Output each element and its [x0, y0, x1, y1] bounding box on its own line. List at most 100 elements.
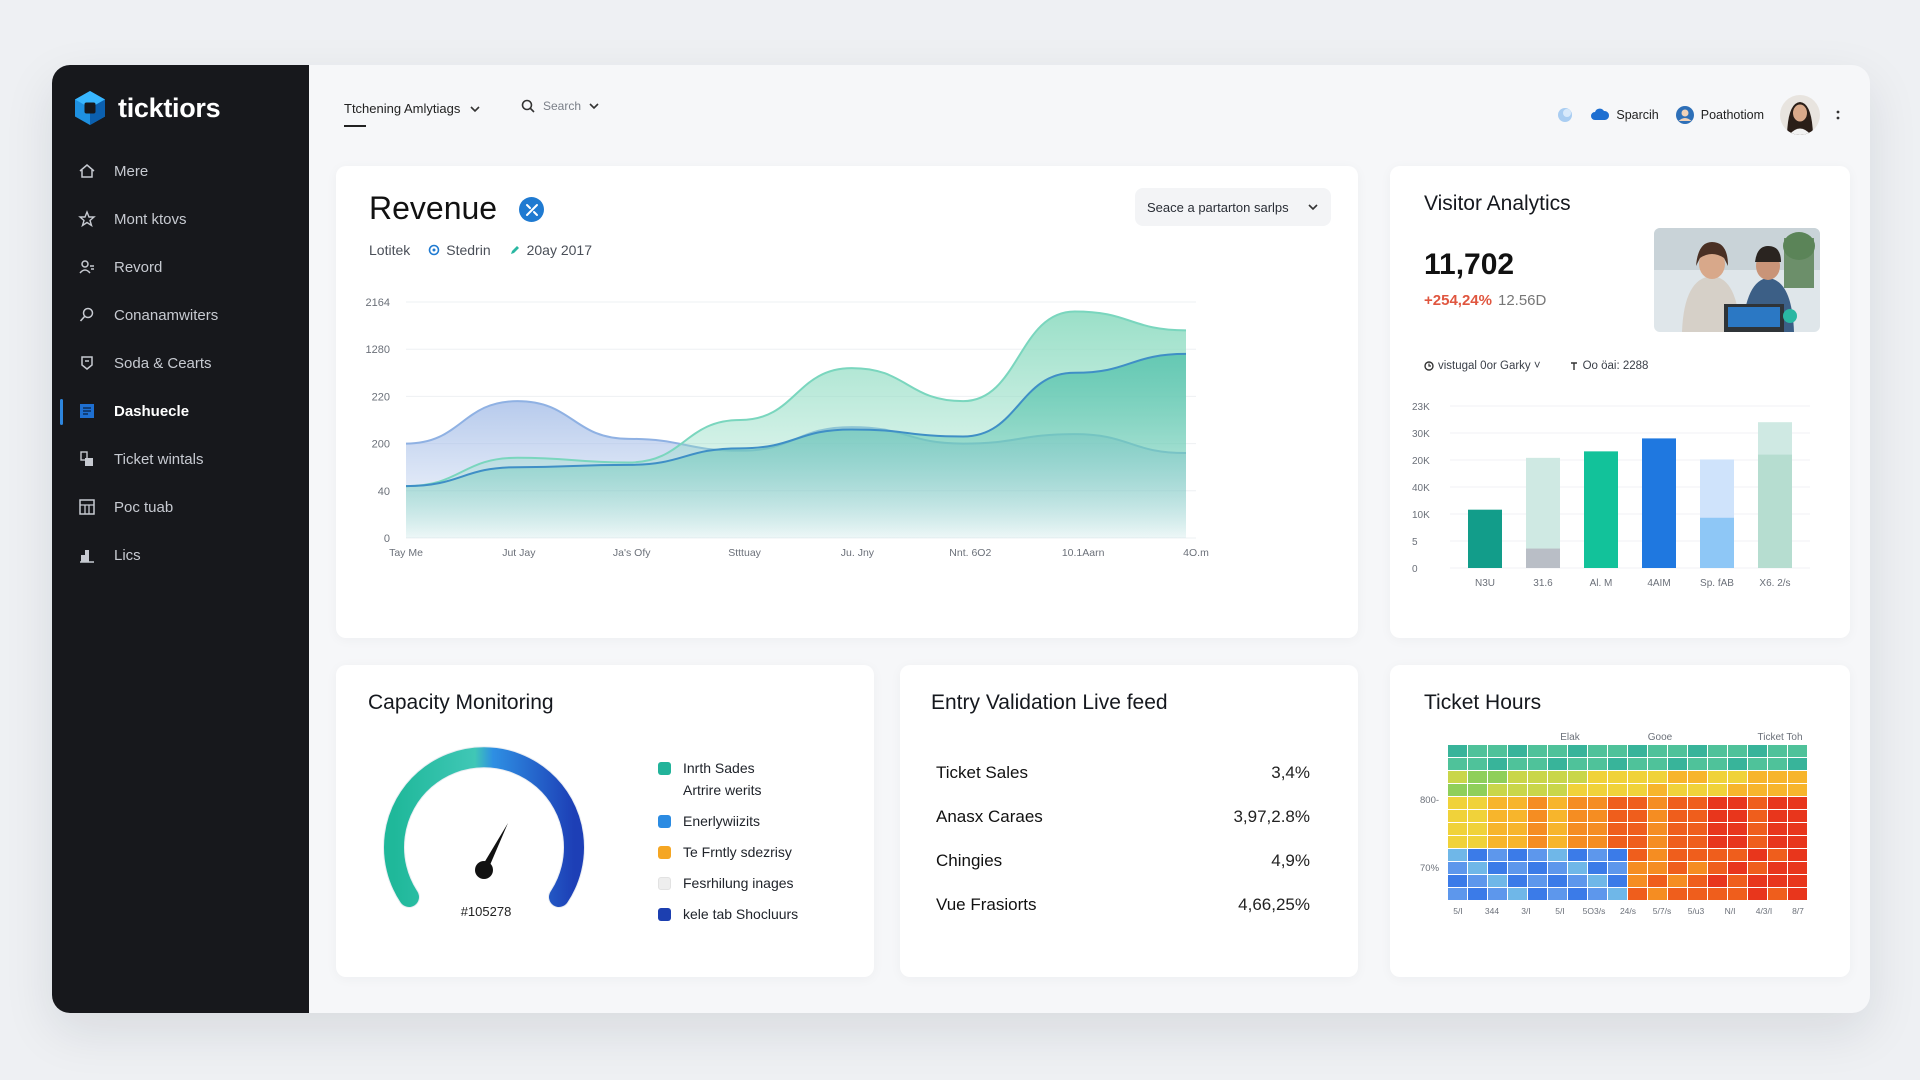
heatmap-cell[interactable] [1728, 888, 1747, 900]
heatmap-cell[interactable] [1588, 797, 1607, 809]
heatmap-cell[interactable] [1788, 810, 1807, 822]
heatmap-cell[interactable] [1708, 810, 1727, 822]
search-box[interactable]: Search [521, 99, 599, 113]
heatmap-cell[interactable] [1708, 875, 1727, 887]
heatmap-cell[interactable] [1768, 810, 1787, 822]
heatmap-cell[interactable] [1588, 875, 1607, 887]
heatmap-cell[interactable] [1648, 797, 1667, 809]
heatmap-cell[interactable] [1748, 823, 1767, 835]
heatmap-cell[interactable] [1708, 862, 1727, 874]
heatmap-cell[interactable] [1488, 836, 1507, 848]
heatmap-cell[interactable] [1488, 797, 1507, 809]
heatmap-cell[interactable] [1688, 888, 1707, 900]
heatmap-cell[interactable] [1768, 849, 1787, 861]
heatmap-cell[interactable] [1648, 771, 1667, 783]
heatmap-cell[interactable] [1768, 888, 1787, 900]
heatmap-cell[interactable] [1588, 849, 1607, 861]
heatmap-cell[interactable] [1708, 784, 1727, 796]
heatmap-cell[interactable] [1448, 875, 1467, 887]
heatmap-cell[interactable] [1488, 875, 1507, 887]
sidebar-item-3[interactable]: Revord [52, 243, 309, 291]
heatmap-cell[interactable] [1588, 823, 1607, 835]
heatmap-cell[interactable] [1728, 810, 1747, 822]
heatmap-cell[interactable] [1468, 745, 1487, 757]
heatmap-cell[interactable] [1528, 836, 1547, 848]
heatmap-cell[interactable] [1768, 823, 1787, 835]
heatmap-cell[interactable] [1588, 758, 1607, 770]
heatmap-cell[interactable] [1788, 836, 1807, 848]
heatmap-cell[interactable] [1508, 823, 1527, 835]
more-icon[interactable] [1836, 109, 1840, 121]
heatmap-cell[interactable] [1668, 771, 1687, 783]
heatmap-cell[interactable] [1728, 875, 1747, 887]
heatmap-cell[interactable] [1528, 888, 1547, 900]
legend-item[interactable]: kele tab Shocluurs [658, 903, 798, 925]
heatmap-cell[interactable] [1468, 810, 1487, 822]
heatmap-cell[interactable] [1508, 758, 1527, 770]
heatmap-cell[interactable] [1448, 758, 1467, 770]
filter-item[interactable]: vistugal 0or Garky ˅ [1424, 360, 1541, 372]
heatmap-cell[interactable] [1508, 836, 1527, 848]
heatmap-cell[interactable] [1488, 810, 1507, 822]
heatmap-cell[interactable] [1748, 862, 1767, 874]
heatmap-cell[interactable] [1628, 888, 1647, 900]
heatmap-cell[interactable] [1788, 849, 1807, 861]
heatmap-cell[interactable] [1448, 810, 1467, 822]
heatmap-cell[interactable] [1788, 771, 1807, 783]
heatmap-cell[interactable] [1508, 888, 1527, 900]
heatmap-cell[interactable] [1768, 797, 1787, 809]
heatmap-cell[interactable] [1668, 836, 1687, 848]
heatmap-cell[interactable] [1628, 836, 1647, 848]
heatmap-cell[interactable] [1788, 758, 1807, 770]
heatmap-cell[interactable] [1528, 823, 1547, 835]
entry-row[interactable]: Ticket Sales 3,4% [936, 751, 1310, 795]
heatmap-cell[interactable] [1608, 836, 1627, 848]
heatmap-cell[interactable] [1648, 836, 1667, 848]
heatmap-cell[interactable] [1648, 862, 1667, 874]
heatmap-cell[interactable] [1668, 810, 1687, 822]
heatmap-cell[interactable] [1628, 810, 1647, 822]
heatmap-cell[interactable] [1708, 849, 1727, 861]
heatmap-cell[interactable] [1548, 862, 1567, 874]
sidebar-item-2[interactable]: Mont ktovs [52, 195, 309, 243]
legend-item[interactable]: Te Frntly sdezrisy [658, 841, 798, 863]
heatmap-cell[interactable] [1648, 758, 1667, 770]
heatmap-cell[interactable] [1468, 888, 1487, 900]
heatmap-cell[interactable] [1588, 784, 1607, 796]
heatmap-cell[interactable] [1548, 797, 1567, 809]
legend-item[interactable]: Inrth Sades Artrire werits [658, 757, 798, 801]
heatmap-cell[interactable] [1768, 745, 1787, 757]
heatmap-cell[interactable] [1568, 849, 1587, 861]
heatmap-cell[interactable] [1648, 745, 1667, 757]
legend-item[interactable]: Fesrhilung inages [658, 872, 798, 894]
meta-item[interactable]: 20ay 2017 [509, 242, 592, 258]
heatmap-cell[interactable] [1528, 810, 1547, 822]
heatmap-cell[interactable] [1708, 836, 1727, 848]
heatmap-cell[interactable] [1608, 745, 1627, 757]
heatmap-cell[interactable] [1688, 784, 1707, 796]
heatmap-cell[interactable] [1648, 810, 1667, 822]
heatmap-cell[interactable] [1768, 758, 1787, 770]
heatmap-cell[interactable] [1568, 810, 1587, 822]
heatmap-cell[interactable] [1648, 875, 1667, 887]
heatmap-cell[interactable] [1768, 771, 1787, 783]
heatmap-cell[interactable] [1588, 810, 1607, 822]
heatmap-cell[interactable] [1588, 836, 1607, 848]
sidebar-item-9[interactable]: Lics [52, 531, 309, 579]
heatmap-cell[interactable] [1768, 862, 1787, 874]
heatmap-cell[interactable] [1728, 849, 1747, 861]
heatmap-cell[interactable] [1488, 823, 1507, 835]
heatmap-cell[interactable] [1528, 797, 1547, 809]
heatmap-cell[interactable] [1628, 862, 1647, 874]
bar-front[interactable] [1584, 482, 1618, 568]
heatmap-cell[interactable] [1508, 771, 1527, 783]
bar-front[interactable] [1700, 517, 1734, 568]
heatmap-cell[interactable] [1548, 836, 1567, 848]
heatmap-cell[interactable] [1748, 758, 1767, 770]
heatmap-cell[interactable] [1688, 745, 1707, 757]
bar-front[interactable] [1758, 454, 1792, 568]
heatmap-cell[interactable] [1608, 758, 1627, 770]
heatmap-cell[interactable] [1788, 823, 1807, 835]
heatmap-cell[interactable] [1688, 862, 1707, 874]
heatmap-cell[interactable] [1688, 810, 1707, 822]
